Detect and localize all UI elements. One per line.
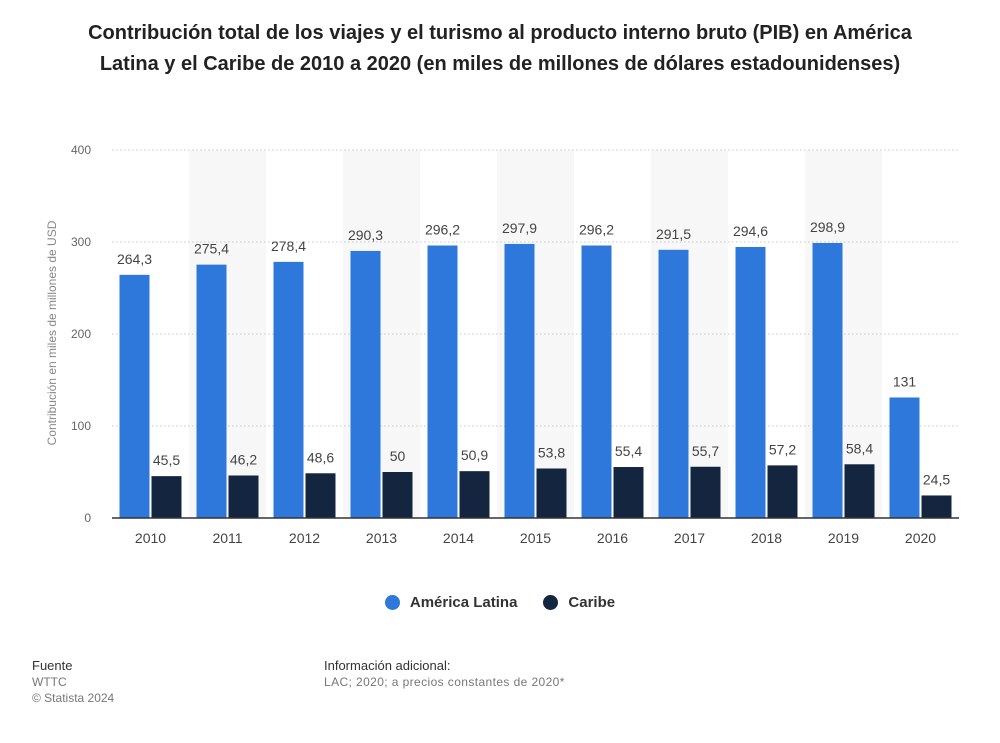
- legend-swatch-america-latina: [384, 595, 400, 610]
- y-axis-label: Contribución en miles de millones de USD: [45, 220, 59, 445]
- info-block: Información adicional: LAC; 2020; a prec…: [324, 658, 565, 690]
- bar-caribe[interactable]: [613, 467, 644, 518]
- x-tick-label: 2013: [366, 530, 397, 546]
- data-label-caribe: 46,2: [230, 451, 257, 467]
- bar-am-rica-latina[interactable]: [273, 261, 304, 518]
- bar-caribe[interactable]: [536, 468, 567, 518]
- y-tick-label: 400: [71, 143, 91, 157]
- bar-caribe[interactable]: [305, 473, 336, 518]
- chart-title: Contribución total de los viajes y el tu…: [88, 22, 912, 75]
- x-tick-label: 2017: [674, 530, 705, 546]
- source-block: Fuente WTTC © Statista 2024: [32, 658, 114, 706]
- data-label-caribe: 57,2: [769, 441, 796, 457]
- x-tick-label: 2015: [520, 530, 551, 546]
- data-label-caribe: 58,4: [846, 440, 873, 456]
- bar-chart: 0 100 200 300 400 Contribución en miles de m…: [45, 143, 959, 546]
- data-label-am-rica-latina: 290,3: [348, 227, 383, 243]
- data-label-am-rica-latina: 264,3: [117, 251, 152, 267]
- data-label-caribe: 55,4: [615, 443, 642, 459]
- legend-item-america-latina[interactable]: América Latina: [384, 594, 518, 611]
- bar-am-rica-latina[interactable]: [196, 264, 227, 518]
- info-value: LAC; 2020; a precios constantes de 2020*: [324, 675, 565, 689]
- bar-am-rica-latina[interactable]: [735, 246, 766, 518]
- x-tick-label: 2018: [751, 530, 782, 546]
- x-tick-label: 2019: [828, 530, 859, 546]
- x-tick-label: 2010: [135, 530, 166, 546]
- y-tick-label: 200: [71, 327, 91, 341]
- data-label-am-rica-latina: 296,2: [425, 221, 460, 237]
- y-axis-ticks: 0 100 200 300 400: [71, 143, 91, 525]
- bar-caribe[interactable]: [844, 464, 875, 518]
- bar-am-rica-latina[interactable]: [119, 274, 150, 518]
- data-label-am-rica-latina: 278,4: [271, 238, 306, 254]
- data-label-caribe: 50,9: [461, 447, 488, 463]
- x-axis-ticks: 2010 2011 2012 2013 2014 2015 2016 2017 2018 2019…: [135, 530, 936, 546]
- data-label-caribe: 24,5: [923, 471, 950, 487]
- data-label-caribe: 53,8: [538, 445, 565, 461]
- bar-am-rica-latina[interactable]: [889, 397, 920, 518]
- y-tick-label: 100: [71, 419, 91, 433]
- data-label-caribe: 45,5: [153, 452, 180, 468]
- bar-caribe[interactable]: [151, 476, 182, 518]
- info-label: Información adicional:: [324, 658, 451, 673]
- data-label-am-rica-latina: 294,6: [733, 223, 768, 239]
- data-label-am-rica-latina: 297,9: [502, 220, 537, 236]
- bar-am-rica-latina[interactable]: [504, 243, 535, 518]
- data-label-am-rica-latina: 291,5: [656, 226, 691, 242]
- bar-caribe[interactable]: [228, 475, 259, 518]
- data-label-caribe: 55,7: [692, 443, 719, 459]
- y-tick-label: 300: [71, 235, 91, 249]
- bar-am-rica-latina[interactable]: [658, 249, 689, 518]
- bar-am-rica-latina[interactable]: [350, 250, 381, 518]
- bar-caribe[interactable]: [382, 472, 413, 518]
- bar-am-rica-latina[interactable]: [427, 245, 458, 518]
- x-tick-label: 2012: [289, 530, 320, 546]
- x-tick-label: 2011: [212, 530, 242, 546]
- data-label-caribe: 50: [390, 448, 406, 464]
- data-label-am-rica-latina: 296,2: [579, 221, 614, 237]
- x-tick-label: 2016: [597, 530, 628, 546]
- data-labels: 264,3 45,5 275,4 46,2 278,4 48,6 290,3 50 296,2 5…: [117, 219, 950, 487]
- x-tick-label: 2014: [443, 530, 474, 546]
- legend-item-caribe[interactable]: Caribe: [543, 594, 615, 611]
- bars: [119, 243, 952, 518]
- gridlines: [112, 149, 959, 427]
- bar-am-rica-latina[interactable]: [581, 245, 612, 518]
- x-tick-label: 2020: [905, 530, 936, 546]
- legend-label-america-latina: América Latina: [409, 594, 518, 611]
- bar-caribe[interactable]: [767, 465, 798, 518]
- y-tick-label: 0: [84, 511, 91, 525]
- legend: América Latina Caribe: [0, 594, 1000, 611]
- bar-caribe[interactable]: [690, 466, 721, 518]
- legend-swatch-caribe: [543, 595, 559, 610]
- legend-label-caribe: Caribe: [568, 594, 616, 611]
- data-label-caribe: 48,6: [307, 449, 334, 465]
- copyright: © Statista 2024: [32, 691, 115, 705]
- source-value[interactable]: WTTC: [32, 675, 67, 689]
- data-label-am-rica-latina: 298,9: [810, 219, 845, 235]
- data-label-am-rica-latina: 131: [893, 373, 917, 389]
- bar-caribe[interactable]: [921, 495, 952, 518]
- bar-am-rica-latina[interactable]: [812, 243, 843, 518]
- bar-caribe[interactable]: [459, 471, 490, 518]
- data-label-am-rica-latina: 275,4: [194, 241, 229, 257]
- source-label: Fuente: [32, 658, 73, 673]
